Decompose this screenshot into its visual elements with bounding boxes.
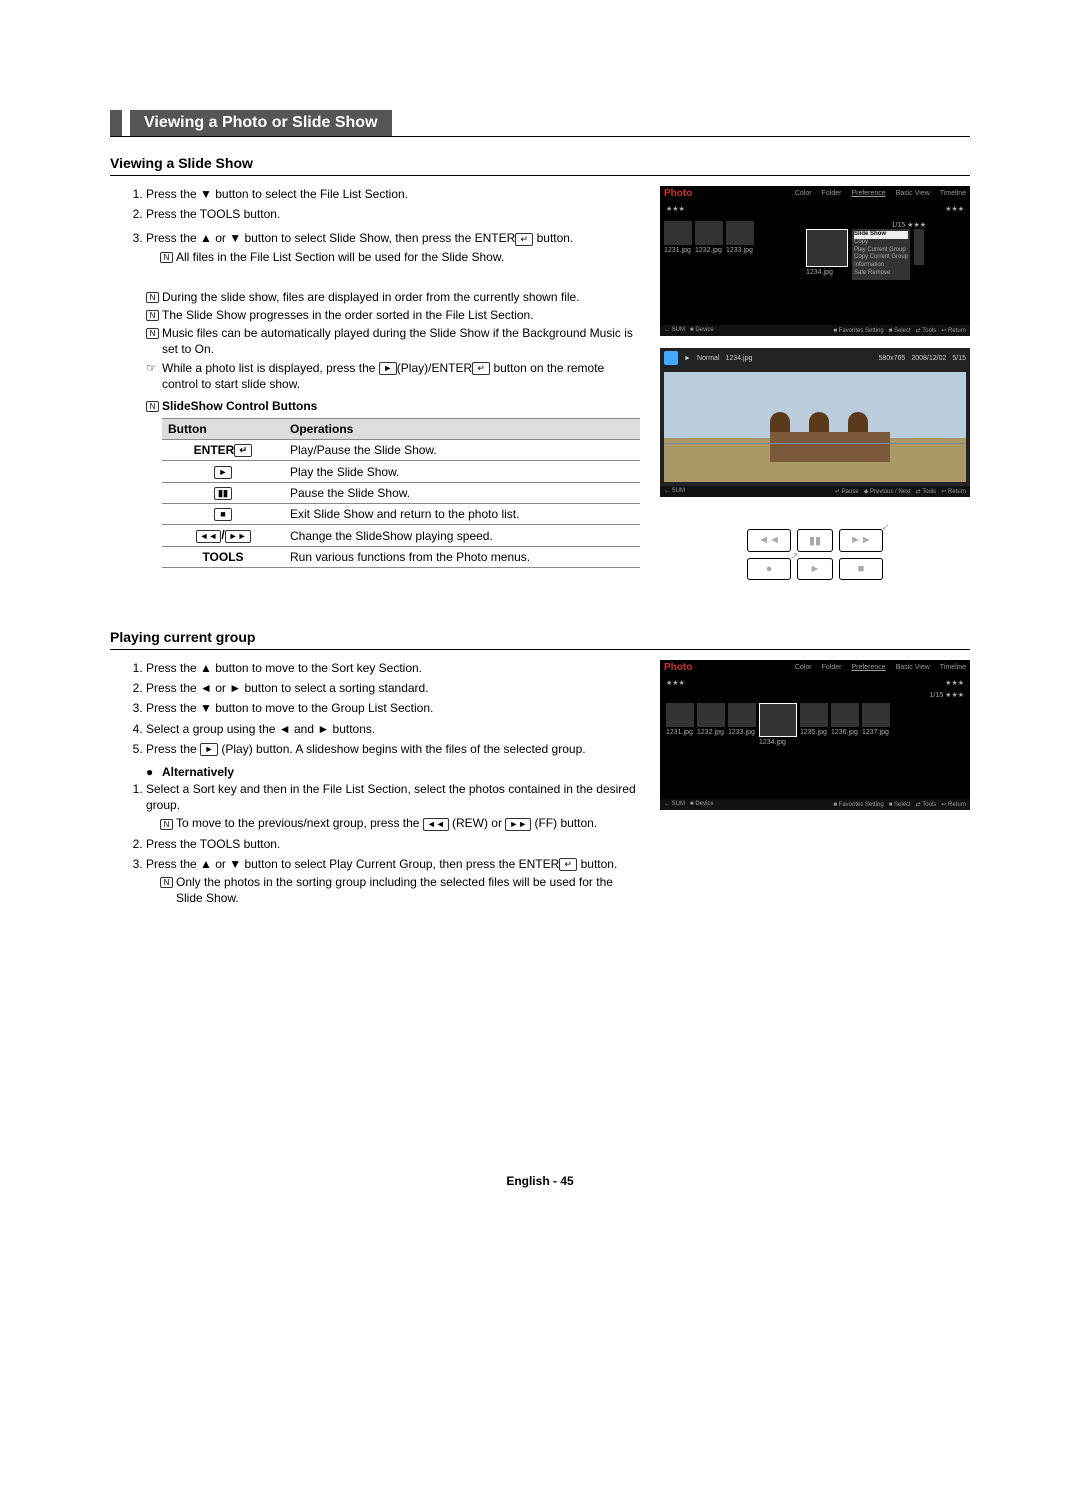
play-icon: ►: [379, 362, 397, 375]
enter-icon: ↵: [515, 233, 533, 246]
pause-icon: ▮▮: [797, 529, 833, 552]
play-icon: ►: [214, 466, 232, 479]
subsection-title: Playing current group: [110, 629, 970, 650]
step: Press the TOOLS button.: [146, 206, 640, 222]
subsection-title: Viewing a Slide Show: [110, 155, 970, 176]
rew-icon: ◄◄: [196, 530, 222, 543]
note-icon: N: [146, 401, 159, 412]
section-header: Viewing a Photo or Slide Show: [110, 110, 970, 137]
enter-icon: ↵: [234, 444, 252, 457]
enter-icon: ↵: [559, 858, 577, 871]
note-icon: N: [160, 819, 173, 830]
rew-icon: ◄◄: [423, 818, 449, 831]
step: Press the ▼ button to move to the Group …: [146, 700, 640, 716]
step: Press the ▲ or ▼ button to select Play C…: [146, 856, 640, 907]
record-icon: ●: [747, 558, 791, 580]
step: Select a Sort key and then in the File L…: [146, 781, 640, 832]
hand-icon: [146, 360, 162, 392]
play-icon: ►: [200, 743, 218, 756]
step: Press the ▼ button to select the File Li…: [146, 186, 640, 202]
figure-photo-browser: Photo ColorFolder Preference Basic ViewT…: [660, 186, 970, 336]
stop-icon: ■: [214, 508, 232, 521]
step: Press the ◄ or ► button to select a sort…: [146, 680, 640, 696]
step: Press the ▲ or ▼ button to select Slide …: [146, 230, 640, 264]
ff-icon: ►►: [225, 530, 251, 543]
page-title: Viewing a Photo or Slide Show: [130, 110, 392, 136]
page-footer: English - 45: [110, 1174, 970, 1188]
controls-table: Button Operations ENTER↵ Play/Pause the …: [162, 418, 640, 568]
note-icon: N: [146, 292, 159, 303]
step: Select a group using the ◄ and ► buttons…: [146, 721, 640, 737]
step: Press the ► (Play) button. A slideshow b…: [146, 741, 640, 757]
note-icon: N: [146, 310, 159, 321]
stop-icon: ■: [839, 558, 883, 580]
note-icon: N: [160, 252, 173, 263]
note-icon: N: [146, 328, 159, 339]
note-icon: N: [160, 877, 173, 888]
step: Press the ▲ button to move to the Sort k…: [146, 660, 640, 676]
play-icon: ►↗: [797, 558, 833, 580]
figure-remote-buttons: ◄◄ ▮▮ ►►↙ ● ►↗ ■: [660, 509, 970, 599]
ff-icon: ►►↙: [839, 529, 883, 552]
figure-slideshow-bar: ► Normal 1234.jpg 580x765 2008/12/02 5/1…: [660, 348, 970, 497]
figure-photo-browser-2: Photo ColorFolder Preference Basic ViewT…: [660, 660, 970, 810]
rew-icon: ◄◄: [747, 529, 791, 552]
enter-icon: ↵: [472, 362, 490, 375]
pause-icon: ▮▮: [214, 487, 232, 500]
step: Press the TOOLS button.: [146, 836, 640, 852]
ff-icon: ►►: [505, 818, 531, 831]
